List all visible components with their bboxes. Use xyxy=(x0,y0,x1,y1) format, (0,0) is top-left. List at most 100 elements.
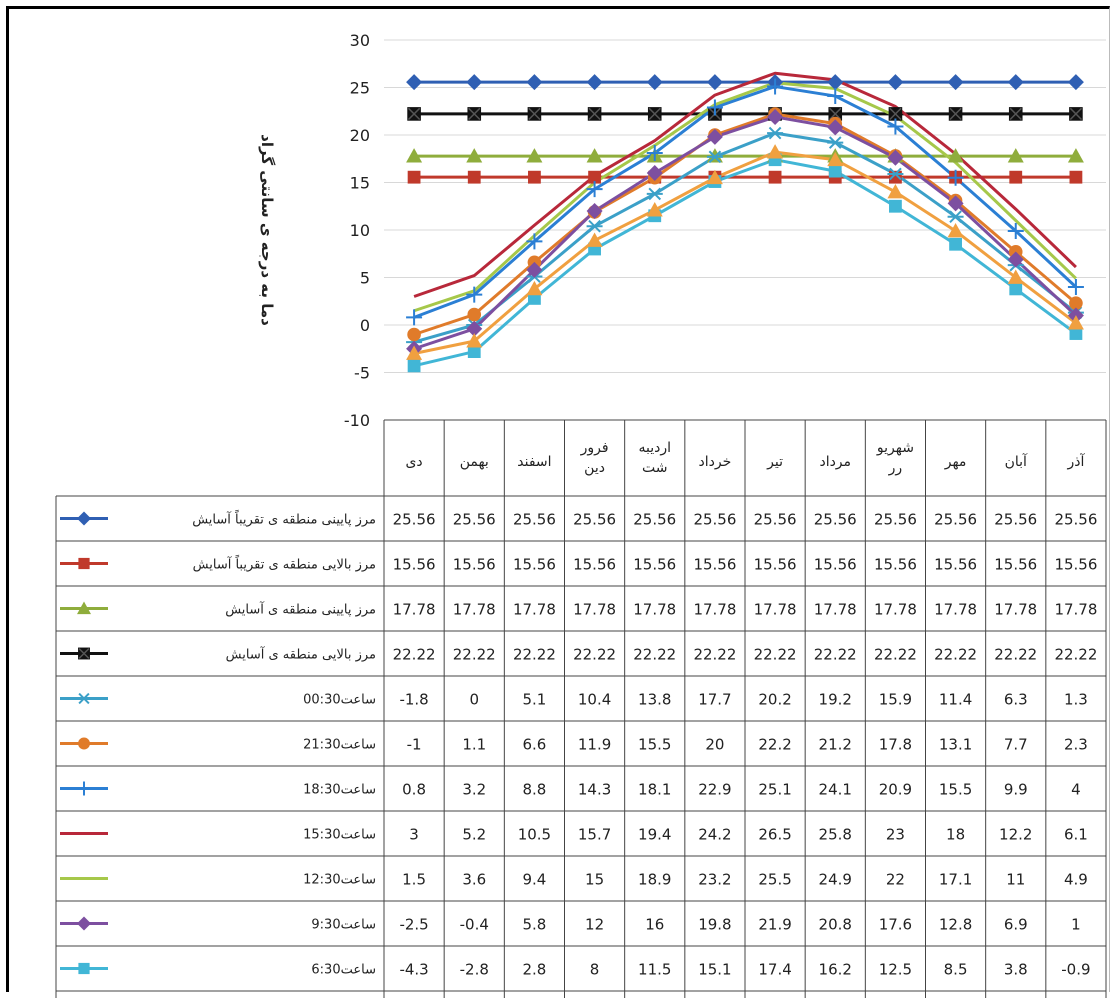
table-cell-value: 25.56 xyxy=(874,511,917,529)
data-point xyxy=(526,261,543,278)
legend-label: ساعت15:30 xyxy=(303,828,376,843)
table-cell-value: 19.8 xyxy=(698,916,731,934)
data-point xyxy=(949,237,962,251)
legend-label: ساعت00:30 xyxy=(303,693,376,708)
table-cell-value: 2.3 xyxy=(1064,736,1088,754)
figure-frame xyxy=(6,6,1110,992)
table-cell-value: 11.9 xyxy=(578,736,611,754)
table-cell-value: 25.56 xyxy=(1054,511,1097,529)
data-point xyxy=(827,151,844,167)
table-cell-value: 22.22 xyxy=(453,646,496,664)
table-cell-value: 15.9 xyxy=(879,691,912,709)
table-cell-value: 22.22 xyxy=(934,646,977,664)
data-point xyxy=(407,327,421,342)
table-cell-value: 15.56 xyxy=(814,556,857,574)
table-cell-value: 15.1 xyxy=(698,961,731,979)
table-cell-value: 22.22 xyxy=(994,646,1037,664)
table-cell-value: 5.2 xyxy=(462,826,486,844)
category-label: مهر xyxy=(944,454,967,470)
table-cell-value: 17.4 xyxy=(758,961,791,979)
table-cell-value: 25.8 xyxy=(819,826,852,844)
table-cell-value: 17.78 xyxy=(1054,601,1097,619)
data-point xyxy=(526,280,543,296)
y-tick-label: 20 xyxy=(350,126,370,145)
data-point xyxy=(1007,251,1024,268)
table-cell-value: 4 xyxy=(1071,781,1081,799)
table-cell-value: 17.1 xyxy=(939,871,972,889)
table-cell-value: 1.5 xyxy=(402,871,426,889)
data-point xyxy=(889,107,902,121)
table-cell-value: 17.78 xyxy=(693,601,736,619)
table-cell-value: 15.56 xyxy=(874,556,917,574)
data-point xyxy=(646,187,663,201)
data-point xyxy=(1007,74,1024,91)
y-tick-label: -5 xyxy=(354,364,370,383)
data-point xyxy=(887,149,904,166)
y-tick-label: 30 xyxy=(350,31,370,50)
data-point xyxy=(78,737,90,750)
table-cell-value: 19.2 xyxy=(819,691,852,709)
data-point xyxy=(887,118,904,135)
table-cell-value: 8.8 xyxy=(522,781,546,799)
data-point xyxy=(407,170,421,184)
legend-label: مرز پایینی منطقه ی آسایش xyxy=(225,601,376,618)
table-cell-value: 15.56 xyxy=(513,556,556,574)
data-point xyxy=(1007,148,1024,163)
legend-label: ساعت18:30 xyxy=(303,783,376,798)
table-cell-value: -0.4 xyxy=(460,916,489,934)
data-point xyxy=(706,169,723,185)
data-point xyxy=(586,232,603,247)
data-point xyxy=(767,108,784,125)
table-cell-value: 6.1 xyxy=(1064,826,1088,844)
table-cell-value: 24.1 xyxy=(819,781,852,799)
table-cell-value: 4.9 xyxy=(1064,871,1088,889)
data-point xyxy=(1007,269,1024,284)
data-point xyxy=(947,210,964,224)
table-cell-value: 17.7 xyxy=(698,691,731,709)
data-point xyxy=(468,107,481,121)
data-point xyxy=(1009,170,1023,184)
table-cell-value: 13.8 xyxy=(638,691,671,709)
data-point xyxy=(706,148,723,163)
table-cell-value: 5.1 xyxy=(522,691,546,709)
data-point xyxy=(526,233,543,250)
table-cell-value: 22.22 xyxy=(513,646,556,664)
legend-label: مرز بالایی منطقه ی آسایش xyxy=(226,646,376,663)
table-cell-value: 12 xyxy=(585,916,604,934)
series-line xyxy=(413,112,1077,336)
data-point xyxy=(646,145,663,162)
data-point xyxy=(828,164,842,178)
table-cell-value: 2.8 xyxy=(522,961,546,979)
data-point xyxy=(706,150,723,164)
data-point xyxy=(407,107,421,121)
table-cell-value: 8 xyxy=(590,961,600,979)
data-point xyxy=(887,74,904,91)
data-point xyxy=(526,74,543,91)
table-cell-value: 17.78 xyxy=(994,601,1037,619)
series-line xyxy=(413,115,1077,351)
table-cell-value: 22.22 xyxy=(754,646,797,664)
table-cell-value: 15.5 xyxy=(939,781,972,799)
table-cell-value: -1 xyxy=(407,736,422,754)
table-cell-value: 5.8 xyxy=(522,916,546,934)
data-point xyxy=(1009,282,1023,296)
table-cell-value: 7.7 xyxy=(1004,736,1028,754)
table-cell-value: 3.8 xyxy=(1004,961,1028,979)
data-point xyxy=(947,222,964,238)
data-point xyxy=(406,74,423,91)
data-point xyxy=(78,648,90,659)
data-point xyxy=(406,345,423,360)
legend-label: مرز پایینی منطقه ی تقریباً آسایش xyxy=(192,510,376,528)
table-cell-value: 15.56 xyxy=(994,556,1037,574)
data-point xyxy=(947,74,964,91)
table-cell-value: 23 xyxy=(886,826,905,844)
table-cell-value: 15.5 xyxy=(638,736,671,754)
data-point xyxy=(586,219,603,233)
table-cell-value: 25.56 xyxy=(393,511,436,529)
data-point xyxy=(1069,327,1083,340)
data-point xyxy=(466,148,483,163)
category-label: فرور دین xyxy=(580,440,609,476)
data-point xyxy=(829,107,842,121)
table-cell-value: 22 xyxy=(886,871,905,889)
data-point xyxy=(827,119,844,136)
